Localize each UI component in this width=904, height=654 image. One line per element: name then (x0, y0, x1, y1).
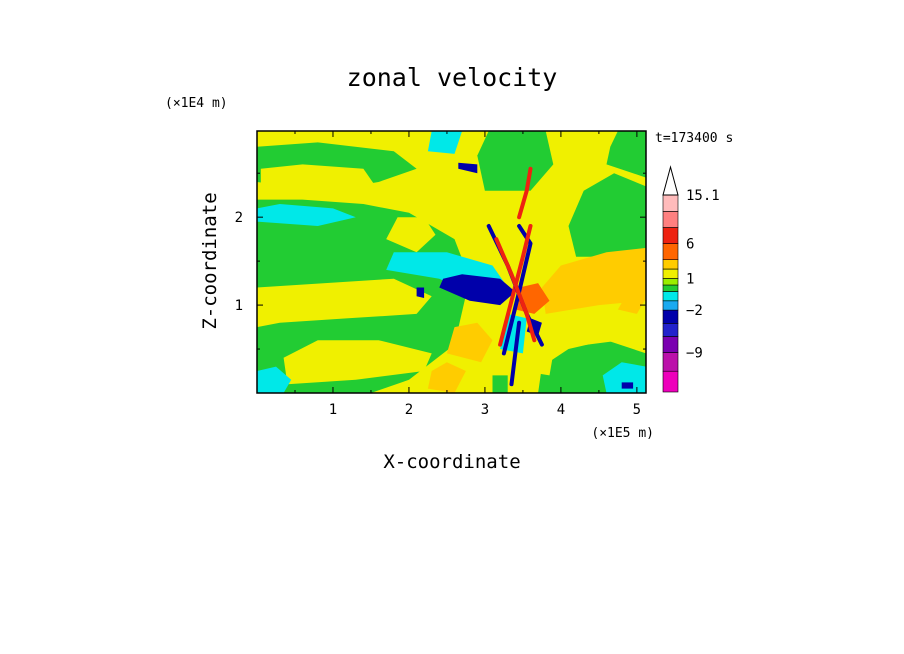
velocity-field (257, 131, 646, 393)
colorbar-swatch (662, 300, 679, 311)
field-region (260, 164, 379, 200)
colorbar-swatch (662, 284, 679, 292)
x-tick-label: 1 (329, 402, 337, 418)
field-region (427, 362, 466, 393)
colorbar-label: 15.1 (686, 188, 720, 204)
field-region (621, 382, 634, 389)
time-label: t=173400 s (655, 131, 733, 146)
x-tick-label: 2 (405, 402, 413, 418)
y-axis-ticks: 12 (235, 172, 646, 350)
field-region (492, 375, 508, 393)
field-band (509, 320, 522, 387)
colorbar: 15.1 6 1 −2 −9 (662, 165, 720, 393)
colorbar-label: 1 (686, 271, 694, 287)
field-region (386, 217, 436, 253)
field-region (446, 322, 493, 363)
field-region (606, 131, 646, 178)
colorbar-overflow-arrow (662, 165, 679, 196)
colorbar-swatch (662, 268, 679, 279)
field-region (617, 296, 645, 314)
field-region (257, 204, 356, 226)
x-tick-label: 5 (633, 402, 641, 418)
x-tick-label: 4 (557, 402, 565, 418)
colorbar-swatch (662, 336, 679, 353)
field-region (477, 131, 554, 191)
field-region (458, 162, 478, 174)
x-axis-ticks: 1 2 3 4 5 (294, 131, 641, 418)
field-region (416, 287, 425, 298)
field-band (498, 224, 533, 347)
colorbar-swatch (662, 370, 679, 393)
field-region (427, 131, 463, 154)
colorbar-swatch (662, 259, 679, 270)
field-band (494, 237, 537, 343)
field-region (541, 247, 646, 314)
field-band (517, 166, 533, 220)
colorbar-label: −9 (686, 346, 703, 362)
y-tick-label: 1 (235, 298, 243, 314)
field-region (602, 362, 646, 393)
plot-frame (256, 130, 647, 394)
colorbar-swatch (662, 322, 679, 337)
field-region (568, 173, 646, 257)
colorbar-swatch (662, 352, 679, 372)
field-band (501, 224, 533, 356)
y-axis-unit: (×1E4 m) (165, 96, 228, 111)
colorbar-swatch (662, 278, 679, 286)
colorbar-swatch (662, 211, 679, 228)
x-axis-unit: (×1E5 m) (591, 426, 654, 441)
colorbar-label: 6 (686, 237, 694, 253)
field-region (439, 274, 516, 306)
y-tick-label: 2 (235, 210, 243, 226)
field-region (283, 340, 432, 385)
x-axis-label: X-coordinate (383, 451, 520, 473)
field-region (257, 278, 432, 328)
colorbar-swatch (662, 291, 679, 302)
colorbar-swatch (662, 309, 679, 324)
chart-title: zonal velocity (347, 63, 558, 92)
colorbar-swatch (662, 243, 679, 261)
colorbar-label: −2 (686, 303, 703, 319)
y-axis-label: Z-coordinate (199, 192, 221, 329)
colorbar-swatch (662, 194, 679, 212)
colorbar-swatch (662, 227, 679, 244)
x-tick-label: 3 (481, 402, 489, 418)
field-region (257, 366, 292, 393)
field-region (424, 164, 482, 200)
field-region (522, 353, 554, 376)
